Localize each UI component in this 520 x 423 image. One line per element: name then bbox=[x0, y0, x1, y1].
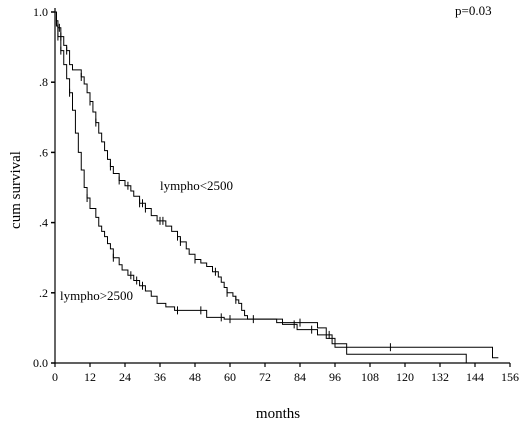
x-ticks: 0 12 24 36 48 60 72 84 96 108 120 132 144 156 bbox=[52, 363, 519, 384]
x-tick-label: 24 bbox=[119, 370, 131, 384]
y-tick-label: 0.0 bbox=[33, 356, 48, 370]
series-layer bbox=[55, 11, 499, 363]
x-tick-label: 0 bbox=[52, 370, 58, 384]
y-tick-label: .8 bbox=[39, 75, 48, 89]
y-tick-label: .6 bbox=[39, 145, 48, 159]
x-tick-label: 12 bbox=[84, 370, 96, 384]
x-tick-label: 60 bbox=[224, 370, 236, 384]
y-tick-label: .2 bbox=[39, 286, 48, 300]
series-lympho-lt-2500 bbox=[55, 11, 499, 359]
x-tick-label: 144 bbox=[466, 370, 484, 384]
x-axis-title: months bbox=[256, 406, 300, 422]
y-axis-title: cum survival bbox=[8, 151, 24, 229]
x-tick-label: 84 bbox=[294, 370, 306, 384]
y-tick-label: .4 bbox=[39, 216, 48, 230]
x-tick-label: 72 bbox=[259, 370, 271, 384]
survival-step-line bbox=[55, 11, 499, 359]
x-tick-label: 108 bbox=[361, 370, 379, 384]
y-ticks: 0.0 .2 .4 .6 .8 1.0 bbox=[33, 5, 55, 370]
series-label-lympho-gt-2500: lympho>2500 bbox=[60, 288, 133, 303]
x-tick-label: 96 bbox=[329, 370, 341, 384]
survival-step-line bbox=[55, 11, 467, 363]
x-tick-label: 36 bbox=[154, 370, 166, 384]
series-lympho-gt-2500 bbox=[55, 11, 467, 363]
x-tick-label: 48 bbox=[189, 370, 201, 384]
axes bbox=[54, 8, 510, 364]
p-value-annotation: p=0.03 bbox=[455, 3, 492, 18]
y-tick-label: 1.0 bbox=[33, 5, 48, 19]
x-tick-label: 156 bbox=[501, 370, 519, 384]
x-tick-label: 120 bbox=[396, 370, 414, 384]
series-label-lympho-lt-2500: lympho<2500 bbox=[160, 178, 233, 193]
x-tick-label: 132 bbox=[431, 370, 449, 384]
